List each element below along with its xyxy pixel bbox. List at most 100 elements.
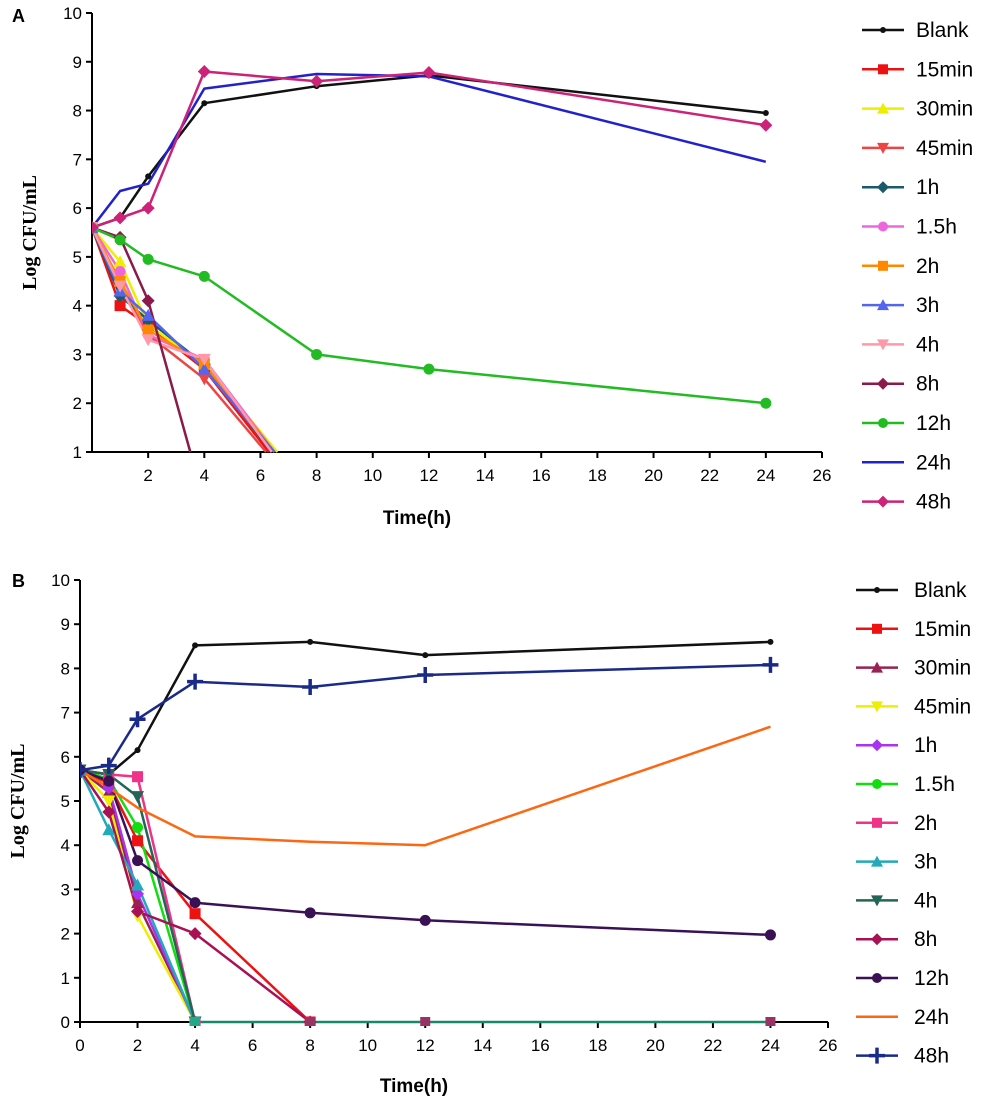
legend-label: 8h xyxy=(916,373,939,396)
data-point-zero xyxy=(190,1017,201,1026)
legend-label: 12h xyxy=(914,967,949,990)
data-point-8h xyxy=(188,927,202,941)
legend-marker xyxy=(872,817,882,828)
data-point-Blank xyxy=(192,642,199,649)
x-tick-label: 26 xyxy=(819,1036,838,1055)
legend-label: 2h xyxy=(916,255,939,278)
legend-label: 30min xyxy=(916,98,973,121)
legend-marker xyxy=(871,701,883,713)
data-point-30min xyxy=(131,896,145,909)
data-point-12h xyxy=(114,234,126,246)
legend-item: 2h xyxy=(862,255,939,278)
legend-label: 48h xyxy=(914,1045,949,1068)
x-tick-label: 6 xyxy=(256,466,265,485)
data-point-12h xyxy=(142,253,154,265)
data-point-Blank xyxy=(762,109,769,116)
plot-area xyxy=(80,638,779,1026)
y-tick-label: 4 xyxy=(61,836,70,855)
x-tick-label: 4 xyxy=(200,466,209,485)
y-tick-label: 4 xyxy=(73,297,82,316)
legend-marker xyxy=(878,221,888,232)
legend-item: 1h xyxy=(862,176,939,199)
legend-marker xyxy=(872,623,882,634)
y-tick-label: 0 xyxy=(61,1013,70,1032)
data-point-3h xyxy=(197,362,211,375)
x-tick-label: 2 xyxy=(133,1036,142,1055)
y-tick-label: 6 xyxy=(61,748,70,767)
legend-item: 1h xyxy=(856,734,937,757)
panel-label: B xyxy=(12,571,25,591)
series-line-12h xyxy=(80,768,771,937)
legend-item: 45min xyxy=(856,695,971,718)
data-point-1h xyxy=(131,887,145,901)
legend-marker xyxy=(871,661,883,673)
series-line-30min xyxy=(80,769,197,1023)
data-point-2h xyxy=(132,771,144,783)
data-point-15min xyxy=(114,300,126,312)
x-tick-label: 24 xyxy=(756,466,775,485)
x-tick-label: 8 xyxy=(312,466,321,485)
y-tick-label: 3 xyxy=(73,345,82,364)
data-point-12h xyxy=(304,907,316,919)
data-point-48h xyxy=(302,678,319,695)
x-tick-label: 8 xyxy=(305,1036,314,1055)
legend-marker xyxy=(871,739,883,752)
data-point-12h xyxy=(311,348,323,360)
data-point-12h xyxy=(103,775,115,787)
y-tick-label: 8 xyxy=(73,102,82,121)
legend-item: 48h xyxy=(862,491,951,514)
data-point-30min xyxy=(113,255,127,268)
legend-marker xyxy=(871,855,883,867)
x-tick-label: 20 xyxy=(646,1036,665,1055)
x-axis-title: Time(h) xyxy=(383,508,451,529)
legend-item: 15min xyxy=(856,618,971,641)
legend-marker xyxy=(880,27,886,33)
data-point-48h xyxy=(417,667,434,684)
data-point-Blank xyxy=(767,638,774,645)
legend-item: 8h xyxy=(862,373,939,396)
x-tick-label: 4 xyxy=(190,1036,199,1055)
legend-item: 4h xyxy=(862,333,939,356)
data-point-48h xyxy=(141,201,155,215)
legend-marker xyxy=(874,587,880,593)
data-point-48h xyxy=(187,673,204,690)
y-tick-label: 10 xyxy=(63,4,82,23)
y-tick-label: 6 xyxy=(73,199,82,218)
legend-item: 1.5h xyxy=(862,216,957,239)
data-point-48h xyxy=(197,65,211,79)
y-tick-label: 10 xyxy=(51,571,70,590)
y-tick-label: 7 xyxy=(73,150,82,169)
data-point-48h xyxy=(762,656,779,673)
series-line-4h xyxy=(80,768,197,1023)
legend-label: 2h xyxy=(914,812,937,835)
y-axis-title: Log CFU/mL xyxy=(19,175,41,290)
legend-item: 12h xyxy=(856,967,949,990)
data-point-48h xyxy=(422,66,436,80)
y-tick-label: 7 xyxy=(61,704,70,723)
data-point-zero xyxy=(420,1017,431,1026)
data-point-48h xyxy=(759,118,773,132)
legend-item: 15min xyxy=(862,58,973,81)
y-tick-label: 8 xyxy=(61,659,70,678)
x-tick-label: 18 xyxy=(588,1036,607,1055)
legend-label: 8h xyxy=(914,928,937,951)
legend-label: 4h xyxy=(914,889,937,912)
legend-marker xyxy=(878,260,888,271)
legend-item: Blank xyxy=(862,19,969,42)
legend-label: 4h xyxy=(916,333,939,356)
data-point-8h xyxy=(131,905,145,918)
legend-marker xyxy=(877,495,889,508)
data-point-12h xyxy=(198,270,210,282)
legend-marker xyxy=(872,779,882,789)
legend-marker xyxy=(877,339,889,351)
y-tick-label: 9 xyxy=(73,53,82,72)
legend-item: Blank xyxy=(856,579,967,602)
y-axis-title: Log CFU/mL xyxy=(7,744,29,859)
data-point-12h xyxy=(423,363,435,375)
data-point-3h xyxy=(102,823,116,836)
x-tick-label: 14 xyxy=(476,466,495,485)
series-line-12h xyxy=(92,226,766,405)
